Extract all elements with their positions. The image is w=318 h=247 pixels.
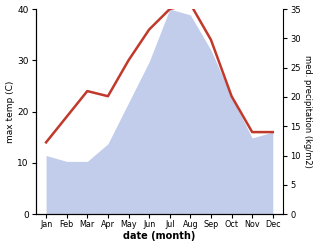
Y-axis label: med. precipitation (kg/m2): med. precipitation (kg/m2) — [303, 55, 313, 168]
X-axis label: date (month): date (month) — [123, 231, 196, 242]
Y-axis label: max temp (C): max temp (C) — [5, 80, 15, 143]
